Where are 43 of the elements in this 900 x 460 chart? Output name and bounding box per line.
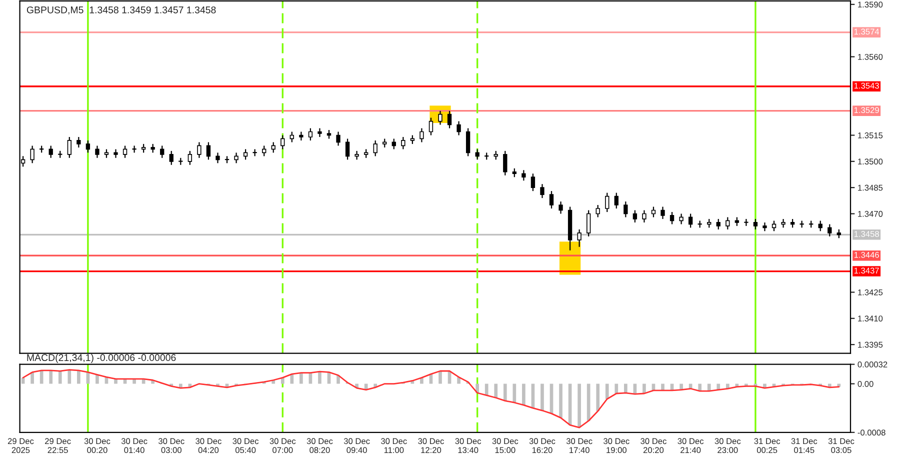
- x-tick-label: 30 Dec 00:20: [84, 438, 110, 454]
- ref-line-label: 1.3543: [854, 82, 879, 89]
- x-tick-label: 30 Dec 07:00: [270, 438, 296, 454]
- ref-line-label: 1.3529: [854, 107, 879, 114]
- x-tick-label: 29 Dec 22:55: [45, 438, 71, 454]
- x-tick-label: 30 Dec 09:40: [344, 438, 370, 454]
- x-tick-label: 30 Dec 15:00: [492, 438, 518, 454]
- x-tick-label: 30 Dec 03:00: [158, 438, 184, 454]
- y-tick-label: 0.00: [858, 380, 874, 387]
- x-tick-label: 31 Dec 00:25: [754, 438, 780, 454]
- x-tick-label: 30 Dec 04:20: [196, 438, 222, 454]
- x-tick-label: 30 Dec 20:20: [640, 438, 666, 454]
- y-tick-label: 0.00032: [858, 362, 888, 368]
- y-tick-label: 1.3500: [858, 158, 883, 164]
- chart-title: GBPUSD,M5 1.3458 1.3459 1.3457 1.3458: [26, 6, 216, 14]
- x-tick-label: 30 Dec 16:20: [529, 438, 556, 454]
- y-tick-label: 1.3395: [858, 342, 883, 348]
- x-tick-label: 30 Dec 01:40: [121, 438, 148, 454]
- ref-line-label: 1.3574: [854, 28, 880, 35]
- y-tick-label: 1.3425: [858, 289, 883, 296]
- ref-line-label: 1.3458: [854, 231, 879, 237]
- x-tick-label: 30 Dec 05:40: [232, 438, 259, 454]
- x-tick-label: 30 Dec 08:20: [306, 438, 333, 454]
- x-tick-label: 30 Dec 19:00: [604, 438, 630, 454]
- y-tick-label: 1.3590: [858, 2, 883, 8]
- x-tick-label: 30 Dec 17:40: [566, 438, 592, 454]
- ref-line-label: 1.3446: [854, 252, 879, 258]
- y-tick-label: 1.3515: [858, 132, 883, 138]
- x-tick-label: 31 Dec 01:45: [791, 438, 818, 454]
- y-tick-label: 1.3470: [858, 210, 883, 217]
- y-tick-label: -0.0008: [858, 430, 886, 436]
- x-tick-label: 30 Dec 23:00: [714, 438, 741, 454]
- x-tick-label: 30 Dec 21:40: [678, 438, 704, 454]
- y-tick-label: 1.3410: [858, 316, 883, 322]
- y-tick-label: 1.3485: [858, 184, 883, 191]
- x-tick-label: 30 Dec 12:20: [418, 438, 444, 454]
- ref-line-label: 1.3437: [854, 268, 879, 274]
- x-tick-label: 30 Dec 11:00: [381, 438, 407, 454]
- x-tick-label: 29 Dec 2025: [8, 438, 34, 454]
- x-tick-label: 30 Dec 13:40: [455, 438, 482, 454]
- x-tick-label: 31 Dec 03:05: [828, 438, 854, 454]
- y-tick-label: 1.3560: [858, 54, 883, 60]
- chart-title: MACD(21,34,1) -0.00006 -0.00006: [27, 354, 176, 363]
